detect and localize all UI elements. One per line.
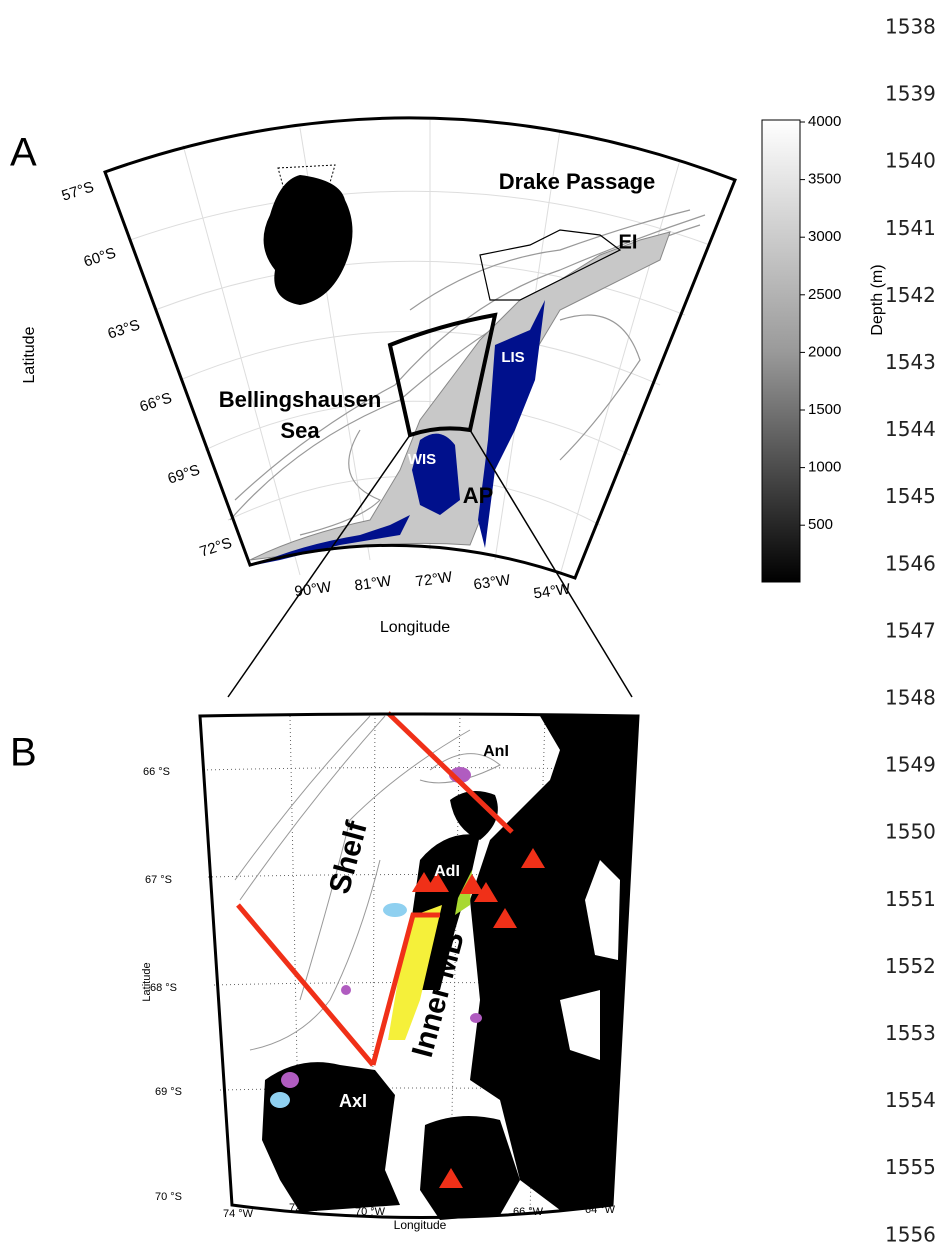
- panel-label: B: [10, 731, 37, 775]
- lat-tick-label: 60°S: [82, 244, 118, 270]
- line-number: 1548: [885, 686, 936, 710]
- lon-tick-label: 64 °W: [585, 1204, 616, 1216]
- colorbar-label: Depth (m): [869, 264, 886, 335]
- lat-tick-label: 66 °S: [143, 766, 170, 778]
- line-number: 1541: [885, 216, 936, 240]
- line-number: 1546: [885, 551, 936, 575]
- lon-tick-label: 66 °W: [513, 1206, 544, 1218]
- line-number: 1551: [885, 887, 936, 911]
- line-number: 1542: [885, 283, 936, 307]
- colorbar-tick-label: 2000: [808, 343, 841, 360]
- lat-tick-label: 69 °S: [155, 1086, 182, 1098]
- line-number: 1540: [885, 149, 936, 173]
- lon-tick-label: 70 °W: [355, 1206, 386, 1218]
- map-label: Bellingshausen: [219, 387, 382, 412]
- colorbar-tick-label: 3000: [808, 228, 841, 245]
- line-number: 1538: [885, 15, 936, 39]
- line-numbers: 1538 1539 1540 1541 1542 1543 1544 1545 1546 1547…: [885, 15, 936, 1247]
- panel-label: A: [10, 131, 37, 175]
- map-label: WIS: [408, 451, 436, 468]
- lat-tick-label: 72°S: [198, 534, 234, 560]
- line-number: 1555: [885, 1155, 936, 1179]
- map-label: AP: [463, 483, 494, 508]
- map-label: Sea: [280, 418, 320, 443]
- panel-b-map: [200, 713, 638, 1220]
- figure: 1538 1539 1540 1541 1542 1543 1544 1545 1546 1547…: [0, 0, 947, 1253]
- map-label: Drake Passage: [499, 169, 656, 194]
- lat-tick-label: 68 °S: [150, 982, 177, 994]
- colorbar-tick-label: 1500: [808, 401, 841, 418]
- colorbar-tick-label: 2500: [808, 286, 841, 303]
- colorbar-tick-label: 1000: [808, 459, 841, 476]
- lat-tick-label: 63°S: [106, 316, 142, 342]
- lat-tick-label: 66°S: [138, 389, 174, 415]
- lat-tick-label: 57°S: [60, 178, 96, 204]
- lon-tick-label: 74 °W: [223, 1208, 254, 1220]
- line-number: 1547: [885, 618, 936, 642]
- line-number: 1552: [885, 954, 936, 978]
- line-number: 1556: [885, 1222, 936, 1246]
- colorbar-tick-label: 500: [808, 516, 833, 533]
- axis-label: Latitude: [21, 326, 38, 383]
- lon-tick-label: 63°W: [473, 571, 513, 593]
- colorbar-tick-label: 3500: [808, 171, 841, 188]
- axis-label: Longitude: [380, 619, 450, 636]
- line-number: 1549: [885, 753, 936, 777]
- line-number: 1543: [885, 350, 936, 374]
- lat-tick-label: 67 °S: [145, 874, 172, 886]
- line-number: 1544: [885, 417, 936, 441]
- colorbar-tick-label: 4000: [808, 113, 841, 130]
- lon-tick-label: 54°W: [533, 580, 573, 602]
- lon-tick-label: 68 °W: [441, 1208, 472, 1220]
- line-number: 1539: [885, 82, 936, 106]
- map-label: EI: [619, 231, 638, 253]
- lon-tick-label: 90°W: [294, 578, 334, 600]
- map-label: AnI: [483, 743, 509, 760]
- lat-tick-label: 69°S: [166, 461, 202, 487]
- lon-tick-label: 72 °W: [289, 1202, 320, 1214]
- line-number: 1545: [885, 484, 936, 508]
- panel-a-map: [105, 118, 735, 697]
- axis-label: Longitude: [394, 1218, 447, 1232]
- colorbar: [762, 120, 800, 582]
- lon-tick-label: 81°W: [354, 572, 394, 594]
- map-label: LIS: [501, 349, 524, 366]
- map-label: AdI: [434, 863, 460, 880]
- map-label: AxI: [339, 1091, 367, 1111]
- line-number: 1554: [885, 1088, 936, 1112]
- line-number: 1553: [885, 1021, 936, 1045]
- lat-tick-label: 70 °S: [155, 1191, 182, 1203]
- line-number: 1550: [885, 820, 936, 844]
- lon-tick-label: 72°W: [415, 568, 455, 590]
